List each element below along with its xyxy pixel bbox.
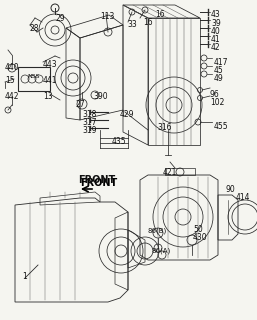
Text: 443: 443 xyxy=(43,60,58,69)
Text: 16: 16 xyxy=(143,18,153,27)
Text: 41: 41 xyxy=(211,35,221,44)
Text: 435: 435 xyxy=(112,137,127,146)
Text: 90: 90 xyxy=(226,185,236,194)
Text: 13: 13 xyxy=(43,92,53,101)
Text: 45: 45 xyxy=(214,66,224,75)
Text: 50: 50 xyxy=(193,225,203,234)
Text: 417: 417 xyxy=(214,58,228,67)
Text: 102: 102 xyxy=(210,98,224,107)
Text: 318: 318 xyxy=(82,110,96,119)
Text: 421: 421 xyxy=(163,168,177,177)
Text: 440: 440 xyxy=(5,63,20,72)
Text: 430: 430 xyxy=(193,233,208,242)
Text: 86(A): 86(A) xyxy=(152,248,171,254)
Text: 319: 319 xyxy=(82,126,96,135)
Text: 33: 33 xyxy=(127,20,137,29)
Text: NSS: NSS xyxy=(27,74,40,79)
Text: 15: 15 xyxy=(5,76,15,85)
Text: 442: 442 xyxy=(5,92,20,101)
Text: 113: 113 xyxy=(100,12,114,21)
Text: 441: 441 xyxy=(43,76,58,85)
Text: 16: 16 xyxy=(155,10,165,19)
Text: 1: 1 xyxy=(22,272,27,281)
Text: 390: 390 xyxy=(93,92,108,101)
Text: 40: 40 xyxy=(211,27,221,36)
Text: 27: 27 xyxy=(76,100,86,109)
Text: 86(B): 86(B) xyxy=(147,228,166,235)
Text: FRONT: FRONT xyxy=(80,178,117,188)
Text: 316: 316 xyxy=(157,123,171,132)
Text: 96: 96 xyxy=(210,90,220,99)
Text: 455: 455 xyxy=(214,122,229,131)
Text: 43: 43 xyxy=(211,10,221,19)
Text: 317: 317 xyxy=(82,118,96,127)
Text: 42: 42 xyxy=(211,43,221,52)
Text: 29: 29 xyxy=(55,14,65,23)
Text: FRONT: FRONT xyxy=(78,175,115,185)
Text: 39: 39 xyxy=(211,19,221,28)
Text: 429: 429 xyxy=(120,110,134,119)
Text: 414: 414 xyxy=(236,193,251,202)
Text: 28: 28 xyxy=(30,24,40,33)
Text: 49: 49 xyxy=(214,74,224,83)
